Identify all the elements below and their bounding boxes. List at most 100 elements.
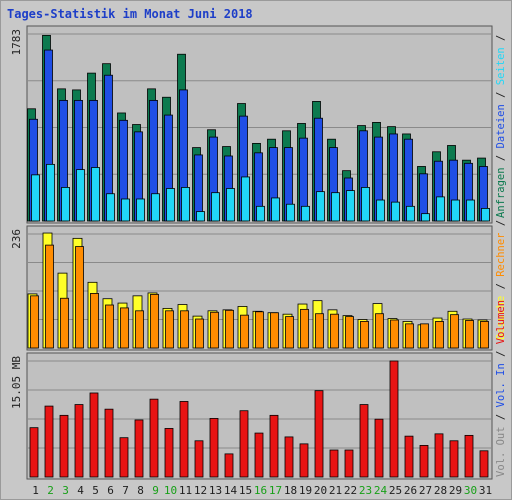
bar-volumen-day-25 xyxy=(389,360,399,478)
bar-rechner-day-5 xyxy=(90,293,99,349)
legend-volume: Vol. Out / Vol. In / Volumen xyxy=(495,300,507,477)
day-label-31: 31 xyxy=(479,484,492,497)
bar-rechner-day-15 xyxy=(240,314,249,349)
bar-rechner-day-19 xyxy=(300,308,309,349)
bar-seiten-day-31 xyxy=(481,208,490,222)
legend-visits: Besuche / Rechner / xyxy=(495,220,507,340)
bar-volumen-day-16 xyxy=(254,432,264,478)
scale-label-visits: 236 xyxy=(10,229,23,249)
bar-volumen-day-29 xyxy=(449,440,459,478)
bar-volumen-day-28 xyxy=(434,433,444,478)
bar-rechner-day-3 xyxy=(60,297,69,349)
day-label-18: 18 xyxy=(284,484,297,497)
day-label-21: 21 xyxy=(329,484,342,497)
bar-dateien-day-12 xyxy=(194,154,203,222)
bar-volumen-day-7 xyxy=(119,437,129,478)
bar-seiten-day-18 xyxy=(286,203,295,222)
day-label-30: 30 xyxy=(464,484,477,497)
bar-rechner-day-25 xyxy=(390,319,399,349)
bar-seiten-day-7 xyxy=(121,198,130,222)
bar-volumen-day-23 xyxy=(359,404,369,478)
bar-rechner-day-10 xyxy=(165,310,174,349)
bar-volumen-day-17 xyxy=(269,414,279,478)
day-label-23: 23 xyxy=(359,484,372,497)
bar-seiten-day-22 xyxy=(346,190,355,222)
day-label-25: 25 xyxy=(389,484,402,497)
bar-rechner-day-13 xyxy=(210,311,219,349)
day-label-1: 1 xyxy=(32,484,39,497)
bar-volumen-day-20 xyxy=(314,390,324,478)
bar-seiten-day-4 xyxy=(76,169,85,222)
day-label-26: 26 xyxy=(404,484,417,497)
bar-seiten-day-10 xyxy=(166,188,175,222)
bar-seiten-day-27 xyxy=(421,213,430,222)
bar-rechner-day-12 xyxy=(195,318,204,349)
bar-rechner-day-26 xyxy=(405,323,414,349)
bar-rechner-day-6 xyxy=(105,304,114,349)
day-label-9: 9 xyxy=(152,484,159,497)
bar-volumen-day-11 xyxy=(179,401,189,478)
bar-volumen-day-1 xyxy=(29,427,39,478)
page-title: Tages-Statistik im Monat Juni 2018 xyxy=(7,7,253,21)
day-label-22: 22 xyxy=(344,484,357,497)
bar-rechner-day-24 xyxy=(375,313,384,349)
bar-rechner-day-28 xyxy=(435,321,444,349)
bar-seiten-day-30 xyxy=(466,199,475,222)
bar-rechner-day-21 xyxy=(330,313,339,349)
bar-volumen-day-9 xyxy=(149,398,159,478)
bar-rechner-day-20 xyxy=(315,313,324,349)
day-label-8: 8 xyxy=(137,484,144,497)
day-label-29: 29 xyxy=(449,484,462,497)
day-label-28: 28 xyxy=(434,484,447,497)
scale-label-hits: 1783 xyxy=(10,29,23,56)
bar-seiten-day-12 xyxy=(196,211,205,222)
bar-seiten-day-20 xyxy=(316,191,325,222)
bar-seiten-day-1 xyxy=(31,174,40,222)
bar-seiten-day-25 xyxy=(391,201,400,222)
bar-seiten-day-3 xyxy=(61,187,70,222)
bar-seiten-day-5 xyxy=(91,167,100,222)
bar-rechner-day-11 xyxy=(180,310,189,349)
bar-seiten-day-11 xyxy=(181,187,190,222)
day-label-2: 2 xyxy=(47,484,54,497)
bar-seiten-day-9 xyxy=(151,193,160,222)
day-label-27: 27 xyxy=(419,484,432,497)
day-label-10: 10 xyxy=(164,484,177,497)
bar-volumen-day-14 xyxy=(224,453,234,478)
bar-seiten-day-6 xyxy=(106,193,115,222)
bar-volumen-day-31 xyxy=(479,450,489,478)
bar-seiten-day-14 xyxy=(226,188,235,222)
day-label-15: 15 xyxy=(239,484,252,497)
day-label-19: 19 xyxy=(299,484,312,497)
bar-seiten-day-19 xyxy=(301,205,310,222)
bar-rechner-day-23 xyxy=(360,321,369,349)
bar-rechner-day-17 xyxy=(270,312,279,349)
bar-rechner-day-8 xyxy=(135,310,144,349)
bar-volumen-day-15 xyxy=(239,410,249,478)
scale-label-volume: 15.05 MB xyxy=(10,356,23,409)
day-label-5: 5 xyxy=(92,484,99,497)
bar-volumen-day-3 xyxy=(59,414,69,478)
bar-rechner-day-4 xyxy=(75,246,84,349)
bar-volumen-day-21 xyxy=(329,449,339,478)
bar-rechner-day-16 xyxy=(255,311,264,349)
bar-rechner-day-9 xyxy=(150,293,159,349)
day-label-11: 11 xyxy=(179,484,192,497)
bar-volumen-day-19 xyxy=(299,443,309,478)
bar-rechner-day-18 xyxy=(285,316,294,349)
legend-hits: Anfragen / Dateien / Seiten / xyxy=(495,35,507,218)
bar-rechner-day-2 xyxy=(45,244,54,349)
bar-volumen-day-30 xyxy=(464,434,474,478)
day-label-6: 6 xyxy=(107,484,114,497)
day-label-24: 24 xyxy=(374,484,388,497)
bar-seiten-day-2 xyxy=(46,163,55,222)
bar-seiten-day-24 xyxy=(376,199,385,222)
day-label-4: 4 xyxy=(77,484,84,497)
bar-seiten-day-26 xyxy=(406,205,415,222)
bar-volumen-day-8 xyxy=(134,419,144,478)
bar-volumen-day-18 xyxy=(284,436,294,478)
day-label-7: 7 xyxy=(122,484,129,497)
bar-volumen-day-5 xyxy=(89,392,99,478)
day-label-12: 12 xyxy=(194,484,207,497)
